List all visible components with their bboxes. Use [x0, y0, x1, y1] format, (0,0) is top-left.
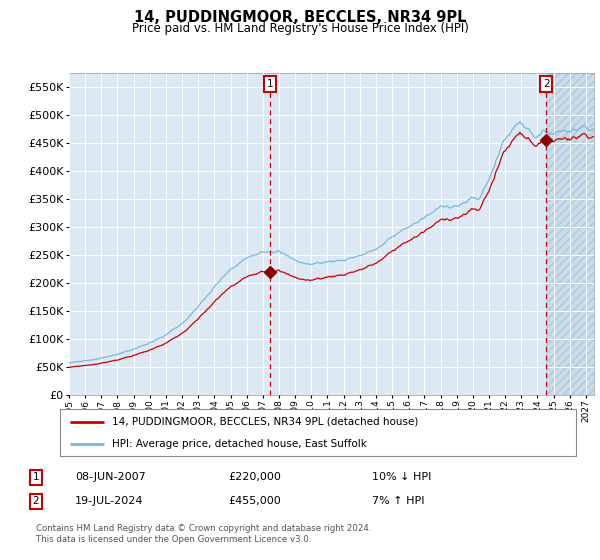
Text: 14, PUDDINGMOOR, BECCLES, NR34 9PL (detached house): 14, PUDDINGMOOR, BECCLES, NR34 9PL (deta… [112, 417, 418, 427]
Text: 2: 2 [32, 496, 40, 506]
Text: 14, PUDDINGMOOR, BECCLES, NR34 9PL: 14, PUDDINGMOOR, BECCLES, NR34 9PL [134, 10, 466, 25]
Text: 10% ↓ HPI: 10% ↓ HPI [372, 472, 431, 482]
Text: 1: 1 [266, 79, 273, 89]
Text: 08-JUN-2007: 08-JUN-2007 [75, 472, 146, 482]
Text: Contains HM Land Registry data © Crown copyright and database right 2024.
This d: Contains HM Land Registry data © Crown c… [36, 524, 371, 544]
FancyBboxPatch shape [60, 409, 576, 456]
Text: 2: 2 [543, 79, 550, 89]
Text: £455,000: £455,000 [228, 496, 281, 506]
Text: £220,000: £220,000 [228, 472, 281, 482]
Text: 19-JUL-2024: 19-JUL-2024 [75, 496, 143, 506]
Text: HPI: Average price, detached house, East Suffolk: HPI: Average price, detached house, East… [112, 438, 367, 449]
Text: 1: 1 [32, 472, 40, 482]
Text: Price paid vs. HM Land Registry's House Price Index (HPI): Price paid vs. HM Land Registry's House … [131, 22, 469, 35]
Text: 7% ↑ HPI: 7% ↑ HPI [372, 496, 425, 506]
